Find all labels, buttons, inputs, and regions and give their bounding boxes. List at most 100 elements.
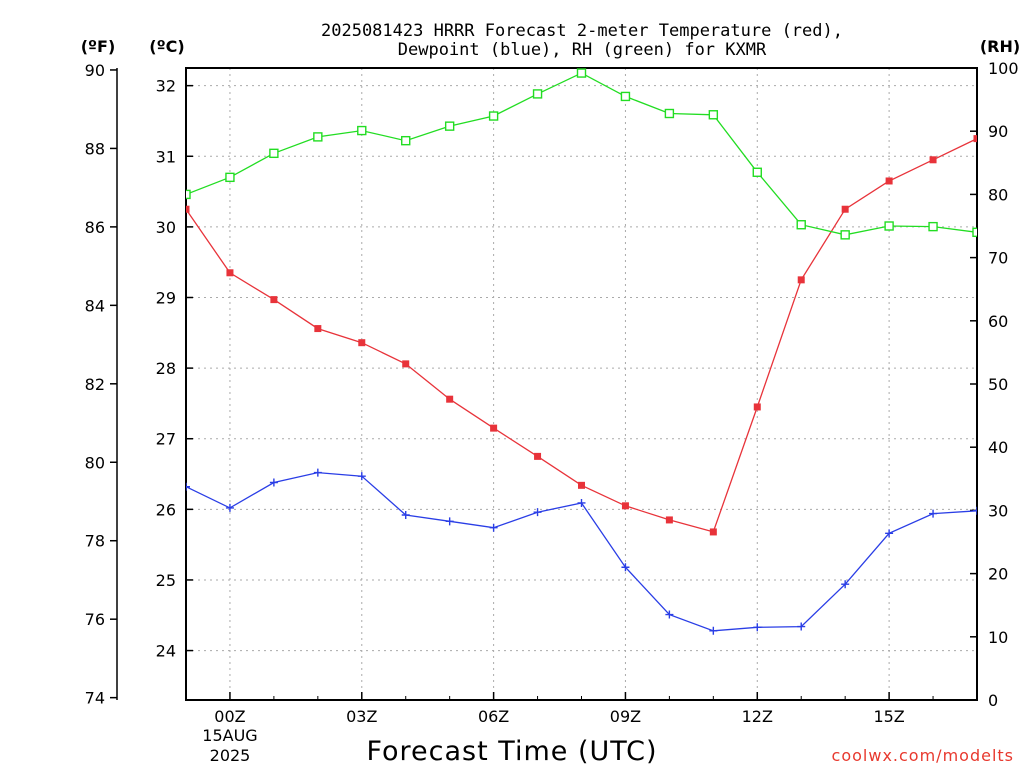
axis-ticks: 00Z 03Z 06Z 09Z 12Z 15Z 32 31 30 29 28 27 26 25 24 90 88…: [85, 59, 1019, 726]
dewpoint-point: [841, 580, 850, 589]
rh-point: [928, 221, 938, 232]
rh-tick-label: 80: [988, 185, 1008, 204]
rh-point: [796, 220, 806, 230]
rh-tick-label: 20: [988, 565, 1008, 584]
x-tick-label: 06Z: [478, 707, 509, 726]
rh-point: [186, 189, 191, 200]
rh-tick-label: 100: [988, 59, 1019, 78]
x-tick-label: 12Z: [742, 707, 773, 726]
credit-link[interactable]: coolwx.com/modelts: [832, 746, 1014, 765]
fahrenheit-tick-label: 86: [85, 218, 105, 237]
temperature-point: [534, 452, 542, 460]
series-layer: [186, 68, 977, 635]
rh-unit-label: (RH): [980, 37, 1020, 56]
dewpoint-point: [225, 503, 234, 512]
rh-point: [444, 121, 455, 131]
temperature-point: [709, 528, 717, 536]
temperature-point: [446, 395, 454, 403]
rh-point: [532, 89, 543, 99]
celsius-tick-label: 32: [156, 77, 176, 96]
rh-point: [708, 110, 719, 120]
dewpoint-point: [621, 563, 630, 572]
fahrenheit-tick-label: 90: [85, 61, 105, 80]
fahrenheit-tick-label: 84: [85, 296, 105, 315]
temperature-point: [797, 276, 805, 284]
temperature-point: [885, 177, 893, 185]
dewpoint-point: [489, 523, 498, 532]
rh-point: [840, 230, 850, 240]
rh-point: [488, 111, 499, 121]
rh-tick-label: 10: [988, 628, 1008, 647]
fahrenheit-tick-label: 80: [85, 453, 105, 472]
celsius-tick-label: 24: [156, 642, 176, 661]
fahrenheit-unit-label: (ºF): [81, 37, 116, 56]
temperature-line: [186, 138, 977, 533]
dewpoint-point: [269, 478, 278, 487]
dewpoint-point: [186, 482, 190, 491]
dewpoint-point: [929, 509, 938, 518]
series-clip-group: [186, 68, 977, 635]
temperature-point: [929, 156, 937, 164]
temperature-point: [186, 205, 190, 213]
fahrenheit-tick-label: 74: [85, 689, 105, 708]
celsius-tick-label: 31: [156, 147, 176, 166]
dewpoint-point: [313, 468, 322, 477]
rh-point: [620, 91, 631, 102]
x-date-year: 2025: [210, 746, 251, 765]
rh-tick-label: 50: [988, 375, 1008, 394]
rh-point: [664, 108, 675, 119]
rh-point: [313, 132, 323, 142]
rh-point: [269, 148, 279, 159]
rh-tick-label: 60: [988, 312, 1008, 331]
temperature-point: [226, 269, 234, 277]
temperature-point: [314, 325, 322, 333]
celsius-unit-label: (ºC): [149, 37, 184, 56]
dewpoint-point: [533, 508, 542, 517]
fahrenheit-tick-label: 76: [85, 610, 105, 629]
dewpoint-point: [445, 517, 454, 526]
temperature-point: [841, 205, 849, 213]
rh-tick-label: 30: [988, 501, 1008, 520]
x-tick-label: 15Z: [873, 707, 904, 726]
temperature-point: [358, 339, 366, 347]
celsius-tick-label: 25: [156, 571, 176, 590]
rh-tick-label: 0: [988, 691, 998, 710]
dewpoint-point: [753, 623, 762, 632]
dewpoint-point: [709, 626, 718, 635]
rh-point: [972, 227, 977, 238]
dewpoint-point: [797, 622, 806, 631]
dewpoint-point: [665, 610, 674, 619]
celsius-tick-label: 28: [156, 359, 176, 378]
celsius-tick-label: 27: [156, 430, 176, 449]
rh-point: [357, 125, 367, 136]
celsius-tick-label: 29: [156, 288, 176, 307]
temperature-point: [270, 296, 278, 304]
grid-lines: [186, 68, 977, 700]
rh-tick-label: 90: [988, 122, 1008, 141]
chart-subtitle: Dewpoint (blue), RH (green) for KXMR: [398, 40, 767, 60]
fahrenheit-tick-label: 88: [85, 139, 105, 158]
dewpoint-line: [186, 471, 977, 632]
temperature-point: [665, 516, 673, 524]
temperature-point: [753, 403, 761, 411]
temperature-point: [578, 481, 585, 489]
rh-point: [884, 221, 894, 231]
dewpoint-point: [357, 472, 366, 481]
rh-point: [225, 172, 235, 183]
x-tick-label: 03Z: [346, 707, 377, 726]
dewpoint-point: [885, 529, 894, 538]
x-axis-title: Forecast Time (UTC): [366, 736, 657, 767]
dewpoint-point: [577, 498, 586, 507]
fahrenheit-tick-label: 78: [85, 532, 105, 551]
plot-frame: [185, 67, 978, 701]
rh-tick-label: 70: [988, 249, 1008, 268]
chart-title: 2025081423 HRRR Forecast 2-meter Tempera…: [321, 21, 843, 41]
rh-tick-label: 40: [988, 438, 1008, 457]
fahrenheit-tick-label: 82: [85, 375, 105, 394]
dewpoint-point: [401, 510, 410, 519]
temperature-point: [621, 502, 629, 510]
celsius-tick-label: 26: [156, 500, 176, 519]
rh-point: [401, 135, 411, 146]
temperature-point: [973, 135, 977, 143]
